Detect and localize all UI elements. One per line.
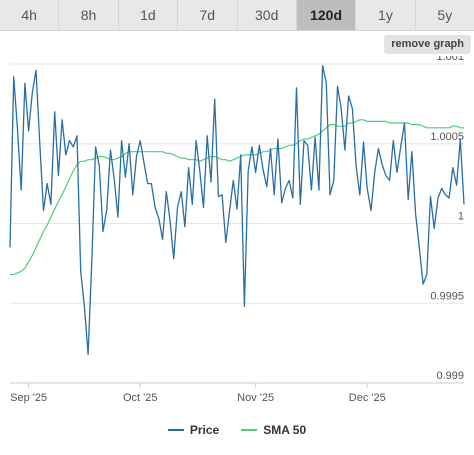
tab-8h[interactable]: 8h [59, 0, 119, 30]
tab-30d[interactable]: 30d [238, 0, 297, 30]
remove-graph-button[interactable]: remove graph [384, 35, 471, 54]
tab-5y[interactable]: 5y [437, 7, 453, 23]
x-tick-label: Sep '25 [10, 392, 47, 404]
y-tick-label: 0.999 [436, 370, 464, 382]
legend-swatch-price [167, 429, 184, 431]
x-tick-label: Nov '25 [237, 392, 274, 404]
x-tick-label: Dec '25 [349, 392, 386, 404]
tab-120d[interactable]: 120d [296, 0, 357, 30]
time-range-tabs: 4h 8h 1d 7d 30d 120d 1y 5y [0, 0, 474, 31]
tab-1d[interactable]: 1d [119, 0, 179, 30]
grid-lines [10, 63, 464, 304]
chart-legend: Price SMA 50 [0, 421, 474, 439]
legend-swatch-sma [241, 429, 258, 431]
legend-item-price[interactable]: Price [167, 423, 220, 437]
sma-50-line [10, 119, 464, 276]
legend-item-sma[interactable]: SMA 50 [241, 423, 306, 437]
series-lines [9, 64, 465, 355]
tab-4h[interactable]: 4h [0, 0, 60, 30]
tab-1y[interactable]: 1y [356, 0, 416, 30]
y-tick-label: 1.0005 [430, 131, 464, 143]
legend-label-price: Price [189, 423, 220, 437]
x-axis-ticks: Sep '25 Oct '25 Nov '25 Dec '25 [10, 383, 386, 404]
x-tick-label: Oct '25 [123, 392, 158, 404]
y-tick-label: 1 [458, 211, 464, 223]
price-line [9, 64, 465, 355]
tab-7d[interactable]: 7d [178, 0, 238, 30]
price-chart: 0.999 0.9995 1 1.0005 1.001 Sep '25 Oct '25 No… [9, 56, 465, 404]
y-axis-labels: 0.999 0.9995 1 1.0005 1.001 [430, 56, 464, 382]
legend-label-sma: SMA 50 [263, 423, 307, 437]
y-tick-label: 1.001 [436, 56, 464, 63]
y-tick-label: 0.9995 [430, 290, 464, 302]
